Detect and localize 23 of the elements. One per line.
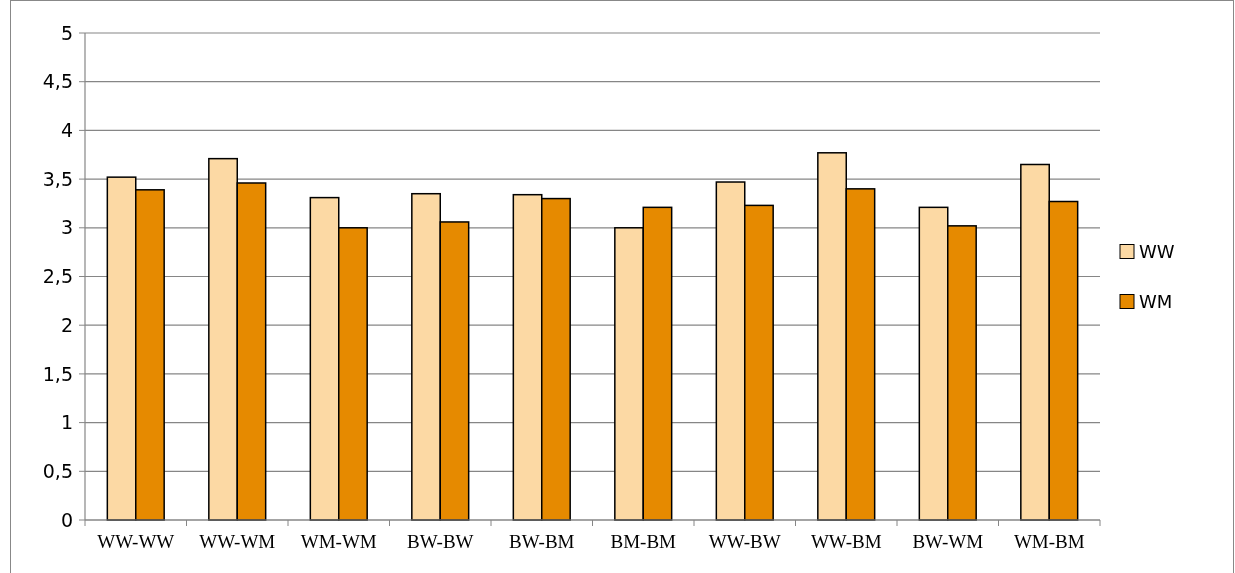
y-tick-label: 3 — [60, 216, 73, 239]
x-tick-label: WW-WW — [97, 531, 175, 552]
y-tick-label: 1,5 — [42, 362, 73, 385]
y-tick-label: 2,5 — [42, 265, 73, 288]
x-tick-label: WW-BW — [708, 531, 781, 552]
x-tick-label: WM-WM — [300, 531, 377, 552]
x-tick-label: BW-BW — [407, 531, 474, 552]
y-tick-label: 4,5 — [42, 70, 73, 93]
y-tick-label: 5 — [60, 21, 73, 44]
x-tick-label: WW-BM — [810, 531, 882, 552]
x-tick-label: BW-BM — [509, 531, 575, 552]
y-tick-label: 0,5 — [42, 459, 73, 482]
y-tick-label: 2 — [60, 313, 73, 336]
y-tick-label: 3,5 — [42, 167, 73, 190]
x-tick-label: WM-BM — [1013, 531, 1085, 552]
legend-label: WM — [1139, 290, 1173, 312]
y-tick-label: 4 — [60, 119, 73, 142]
y-tick-label: 1 — [60, 411, 73, 434]
x-tick-label: WW-WM — [199, 531, 276, 552]
legend-label: WW — [1139, 240, 1175, 262]
x-tick-label: BM-BM — [610, 531, 677, 552]
x-tick-label: BW-WM — [912, 531, 984, 552]
y-tick-label: 0 — [60, 508, 73, 531]
